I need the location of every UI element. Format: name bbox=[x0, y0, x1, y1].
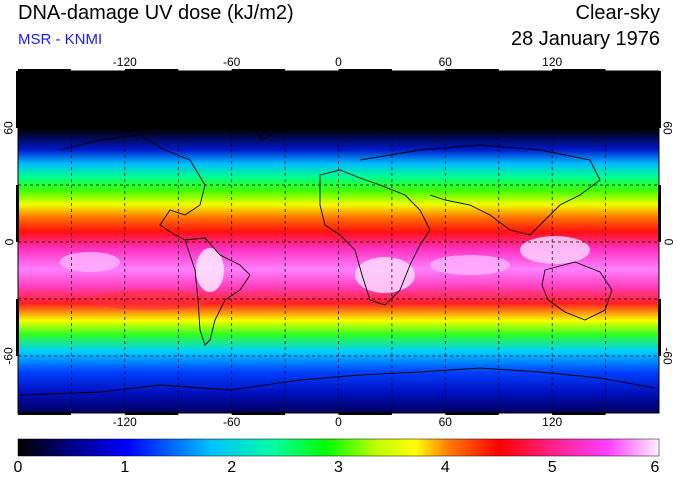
lon-tick-bottom: 0 bbox=[335, 415, 342, 429]
colorbar bbox=[17, 438, 660, 457]
colorbar-label: 6 bbox=[650, 459, 660, 476]
graticule bbox=[18, 71, 659, 413]
colorbar-label: 2 bbox=[227, 459, 237, 476]
lon-tick-bottom: 120 bbox=[542, 415, 563, 429]
lon-tick-top: -120 bbox=[112, 55, 137, 69]
source-label: MSR - KNMI bbox=[18, 31, 103, 48]
lon-tick-top: -60 bbox=[223, 55, 241, 69]
lon-tick-bottom: 60 bbox=[438, 415, 452, 429]
lat-tick-left: -60 bbox=[1, 347, 16, 365]
lon-tick-top: 60 bbox=[438, 55, 452, 69]
high-dose-patches bbox=[60, 236, 590, 310]
lon-tick-top: 120 bbox=[542, 55, 563, 69]
colorbar-label: 3 bbox=[334, 459, 343, 476]
map-frame bbox=[16, 69, 661, 415]
lat-tick-right: -60 bbox=[660, 347, 675, 365]
lon-tick-bottom: -60 bbox=[223, 415, 241, 429]
colorbar-label: 4 bbox=[440, 459, 450, 476]
lat-tick-left: 60 bbox=[1, 121, 16, 135]
lat-tick-right: 60 bbox=[660, 121, 675, 135]
sky-condition-label: Clear-sky bbox=[575, 2, 660, 24]
lon-tick-bottom: -120 bbox=[112, 415, 137, 429]
lat-tick-right: 0 bbox=[661, 238, 676, 246]
map-title: DNA-damage UV dose (kJ/m2) bbox=[18, 2, 294, 24]
lon-tick-top: 0 bbox=[335, 55, 342, 69]
colorbar-label: 5 bbox=[547, 459, 557, 476]
lat-tick-left: 0 bbox=[2, 238, 17, 246]
colorbar-label: 1 bbox=[120, 459, 130, 476]
colorbar-label: 0 bbox=[13, 459, 23, 476]
date-label: 28 January 1976 bbox=[510, 28, 660, 50]
